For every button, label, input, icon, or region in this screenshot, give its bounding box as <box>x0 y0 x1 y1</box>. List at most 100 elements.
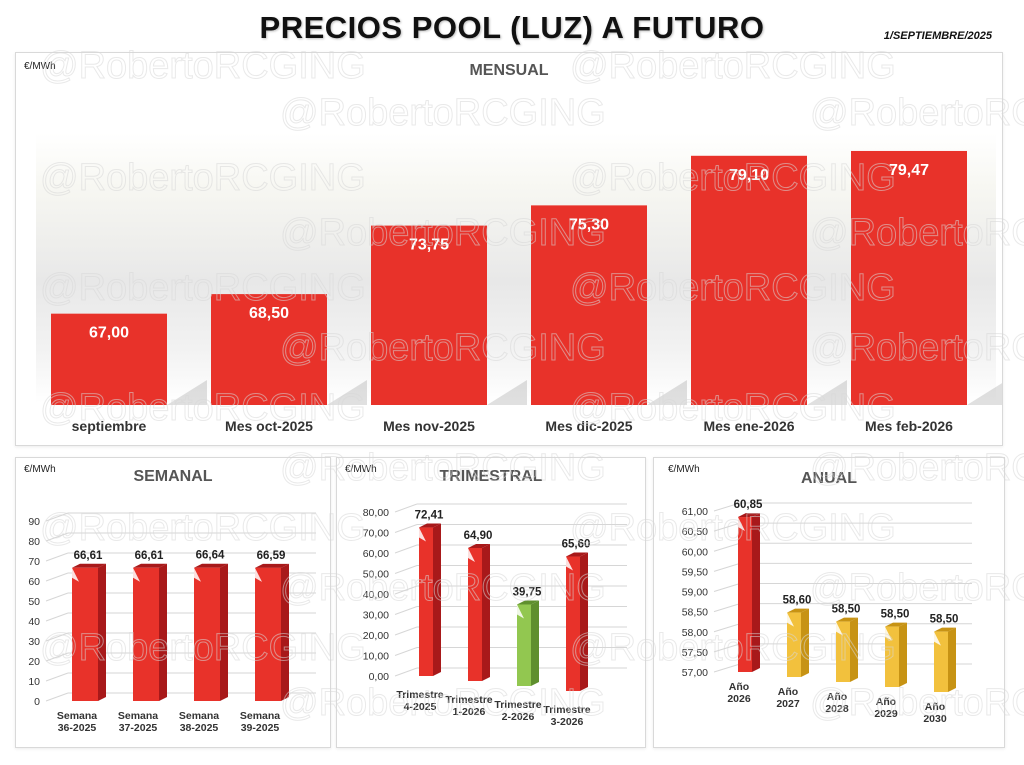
quarterly-chart-title: TRIMESTRAL <box>439 468 543 485</box>
y-tick-label: 10,00 <box>363 651 389 663</box>
bar-highlight <box>133 567 140 582</box>
bar <box>738 517 752 672</box>
annual-chart-panel: €/MWh ANUAL 57,00 57,50 58,00 58,50 59,00 59,… <box>653 457 1005 748</box>
bar-side <box>801 608 809 677</box>
data-label: 67,00 <box>89 325 129 342</box>
bar-top <box>787 608 809 613</box>
y-tick-label: 60,00 <box>363 548 389 560</box>
bar <box>51 313 167 405</box>
bar-side <box>220 563 228 701</box>
category-label: Año <box>876 696 896 708</box>
category-label: 39-2025 <box>241 722 280 734</box>
gridline <box>394 524 418 533</box>
data-label: 65,60 <box>562 539 591 551</box>
category-label: Año <box>729 681 749 693</box>
category-label: Año <box>778 686 798 698</box>
category-label: Mes nov-2025 <box>383 418 475 434</box>
y-tick-label: 59,00 <box>682 587 708 599</box>
gridline <box>45 532 69 542</box>
category-label: 38-2025 <box>180 722 219 734</box>
category-label: Mes feb-2026 <box>865 418 953 434</box>
category-label: 36-2025 <box>58 722 97 734</box>
gridline <box>713 522 741 532</box>
monthly-chart-title: MENSUAL <box>469 62 549 79</box>
y-tick-label: 60,50 <box>682 526 708 538</box>
gridline <box>394 667 418 677</box>
category-label: 1-2026 <box>453 706 486 718</box>
gridline <box>394 565 418 574</box>
bar <box>371 225 487 405</box>
bar-top <box>194 563 228 568</box>
gridline <box>713 542 741 552</box>
y-tick-label: 40 <box>28 616 40 628</box>
gridline <box>45 652 69 662</box>
category-label: Mes dic-2025 <box>545 418 632 434</box>
category-label: 2029 <box>874 708 898 720</box>
bar-top <box>255 563 289 568</box>
y-tick-label: 70 <box>28 556 40 568</box>
category-label: 2027 <box>776 698 800 710</box>
gridline <box>394 606 418 615</box>
y-tick-label: 70,00 <box>363 528 389 540</box>
bar <box>851 150 967 405</box>
gridline <box>713 502 741 512</box>
category-label: 2030 <box>923 713 947 725</box>
quarterly-chart: 0,00 10,00 20,00 30,00 40,00 50,00 60,00 70,00 8… <box>363 503 627 728</box>
bar <box>194 567 220 701</box>
data-label: 60,85 <box>734 499 763 511</box>
bar-top <box>468 543 490 548</box>
gridline <box>394 585 418 595</box>
data-label: 39,75 <box>513 587 542 599</box>
y-tick-label: 0 <box>34 696 40 708</box>
bar-highlight <box>738 517 745 532</box>
y-tick-label: 60 <box>28 576 40 588</box>
data-label: 66,61 <box>74 550 103 562</box>
category-label: Semana <box>240 710 280 722</box>
bar-highlight <box>255 567 262 582</box>
y-tick-label: 58,50 <box>682 607 708 619</box>
data-label: 64,90 <box>464 530 493 542</box>
bar-side <box>752 513 760 672</box>
y-tick-label: 50,00 <box>363 569 389 581</box>
gridline <box>713 603 741 613</box>
data-label: 75,30 <box>569 216 609 233</box>
bar-top <box>934 627 956 632</box>
gridline <box>45 692 69 702</box>
bar-side <box>850 617 858 682</box>
y-tick-label: 20 <box>28 656 40 668</box>
category-label: Trimestre <box>543 704 590 716</box>
bar-top <box>517 600 539 605</box>
gridline <box>394 503 418 513</box>
quarterly-unit-label: €/MWh <box>345 464 377 475</box>
category-label: 3-2026 <box>551 716 584 728</box>
monthly-unit-label: €/MWh <box>24 61 56 72</box>
gridline <box>45 612 69 622</box>
bar-side <box>482 543 490 681</box>
bar-top <box>419 523 441 528</box>
bar-side <box>433 523 441 676</box>
weekly-unit-label: €/MWh <box>24 464 56 475</box>
data-label: 66,64 <box>196 550 225 562</box>
bar <box>72 567 98 701</box>
gridline <box>713 562 741 572</box>
plot-background <box>36 133 996 403</box>
category-label: Año <box>925 701 945 713</box>
y-tick-label: 40,00 <box>363 589 389 601</box>
bar-top <box>836 617 858 622</box>
report-date: 1/SEPTIEMBRE/2025 <box>883 30 992 42</box>
data-label: 58,50 <box>930 614 959 626</box>
bar-side <box>580 552 588 691</box>
category-label: 4-2025 <box>404 701 437 713</box>
bar-side <box>159 563 167 701</box>
category-label: 2026 <box>727 693 751 705</box>
gridline <box>45 572 69 582</box>
category-label: Mes oct-2025 <box>225 418 313 434</box>
gridline <box>394 647 418 656</box>
annual-unit-label: €/MWh <box>668 464 700 475</box>
y-tick-label: 20,00 <box>363 630 389 642</box>
weekly-chart-panel: €/MWh SEMANAL 0 10 20 30 40 50 60 70 80 90 66,61 Se… <box>15 457 331 748</box>
bar <box>885 626 899 687</box>
y-tick-label: 57,50 <box>682 647 708 659</box>
gridline <box>713 583 741 592</box>
bar <box>691 155 807 405</box>
